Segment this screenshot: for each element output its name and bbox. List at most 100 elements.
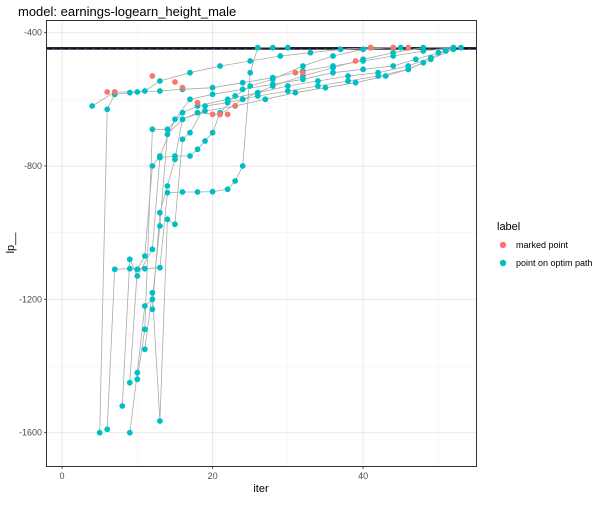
optim-point bbox=[126, 256, 133, 263]
x-tick-label: 20 bbox=[208, 471, 218, 481]
optim-point bbox=[345, 73, 351, 79]
optim-point bbox=[239, 163, 246, 169]
optim-point bbox=[172, 221, 178, 228]
marked-point bbox=[352, 58, 359, 64]
optim-point bbox=[179, 116, 186, 123]
optim-point bbox=[187, 69, 193, 76]
optim-point bbox=[202, 138, 208, 144]
optim-point bbox=[209, 129, 216, 136]
optim-point bbox=[254, 44, 261, 51]
optim-point bbox=[141, 265, 148, 272]
optim-point bbox=[149, 296, 156, 303]
optim-point bbox=[232, 93, 239, 99]
optim-point bbox=[209, 188, 216, 195]
optim-points bbox=[89, 44, 464, 436]
optim-point bbox=[172, 156, 178, 163]
y-tick-label: -1200 bbox=[19, 294, 42, 304]
optim-point bbox=[149, 246, 156, 253]
optim-point bbox=[247, 58, 254, 64]
optim-point bbox=[126, 379, 133, 386]
optim-point bbox=[104, 426, 111, 433]
legend-label-marked: marked point bbox=[516, 240, 569, 250]
optim-point bbox=[442, 48, 449, 54]
optim-point bbox=[156, 264, 163, 271]
optim-point bbox=[209, 84, 216, 91]
legend-swatch-marked bbox=[499, 241, 507, 249]
marked-point bbox=[299, 69, 306, 76]
optim-point bbox=[126, 265, 133, 272]
optim-point bbox=[149, 306, 156, 313]
optim-point bbox=[187, 129, 193, 136]
optim-point bbox=[247, 83, 254, 89]
optim-point bbox=[217, 63, 224, 69]
optim-point bbox=[156, 153, 163, 159]
optim-point bbox=[134, 369, 141, 376]
marked-point bbox=[367, 44, 374, 51]
optim-point bbox=[390, 63, 397, 69]
optim-point bbox=[412, 56, 419, 63]
marked-point bbox=[172, 79, 178, 85]
optim-point bbox=[164, 189, 171, 196]
optim-point bbox=[179, 136, 186, 143]
optim-point bbox=[435, 49, 442, 56]
optim-point bbox=[239, 86, 246, 93]
optim-point bbox=[156, 88, 163, 94]
optim-point bbox=[330, 64, 336, 71]
optim-point bbox=[141, 303, 148, 309]
optim-point bbox=[164, 131, 171, 138]
x-tick-label: 0 bbox=[60, 471, 65, 481]
optim-point bbox=[89, 103, 96, 109]
optim-point bbox=[134, 376, 141, 383]
optim-point bbox=[330, 53, 336, 59]
optim-point bbox=[149, 163, 156, 169]
optim-point bbox=[360, 66, 367, 73]
optim-point bbox=[141, 253, 148, 259]
marked-point bbox=[292, 69, 299, 76]
optim-point bbox=[179, 109, 186, 116]
optim-point bbox=[239, 79, 246, 86]
marked-point bbox=[111, 89, 118, 95]
optim-point bbox=[299, 76, 306, 83]
optim-point bbox=[315, 83, 321, 89]
y-axis-label: lp__ bbox=[5, 232, 17, 254]
optim-point bbox=[149, 126, 156, 133]
y-axis-ticks: -400 -800 -1200 -1600 bbox=[19, 28, 47, 438]
optim-point bbox=[269, 76, 276, 83]
marked-point bbox=[217, 111, 224, 118]
optim-point bbox=[292, 89, 299, 96]
optim-point bbox=[187, 153, 193, 159]
optim-point bbox=[187, 96, 193, 103]
optim-point bbox=[262, 96, 269, 103]
marked-point bbox=[232, 103, 239, 109]
marked-point bbox=[194, 99, 201, 106]
optim-path-line bbox=[91, 47, 454, 107]
optim-point bbox=[450, 46, 457, 53]
optim-point bbox=[427, 56, 434, 63]
optim-path-line bbox=[121, 47, 394, 407]
optim-point bbox=[232, 178, 239, 184]
optim-point bbox=[239, 96, 246, 103]
marked-point bbox=[224, 111, 231, 118]
optim-point bbox=[194, 146, 201, 153]
optim-point bbox=[119, 403, 126, 409]
x-axis-ticks: 0 20 40 bbox=[60, 466, 368, 481]
optim-point bbox=[156, 209, 163, 216]
optim-point bbox=[134, 266, 141, 273]
plot-panel bbox=[46, 20, 477, 467]
legend-title: label bbox=[497, 221, 520, 233]
y-tick-label: -1600 bbox=[19, 428, 42, 438]
optim-point bbox=[164, 126, 171, 133]
optim-point bbox=[149, 289, 156, 296]
optim-point bbox=[360, 46, 367, 53]
optim-point bbox=[104, 106, 111, 113]
optim-point bbox=[269, 44, 276, 51]
optim-point bbox=[420, 59, 427, 66]
chart-title: model: earnings-logearn_height_male bbox=[18, 4, 236, 19]
optim-point bbox=[202, 103, 208, 109]
optim-point bbox=[224, 186, 231, 193]
optim-point bbox=[209, 91, 216, 98]
optim-point bbox=[141, 326, 148, 333]
optim-point bbox=[164, 216, 171, 223]
